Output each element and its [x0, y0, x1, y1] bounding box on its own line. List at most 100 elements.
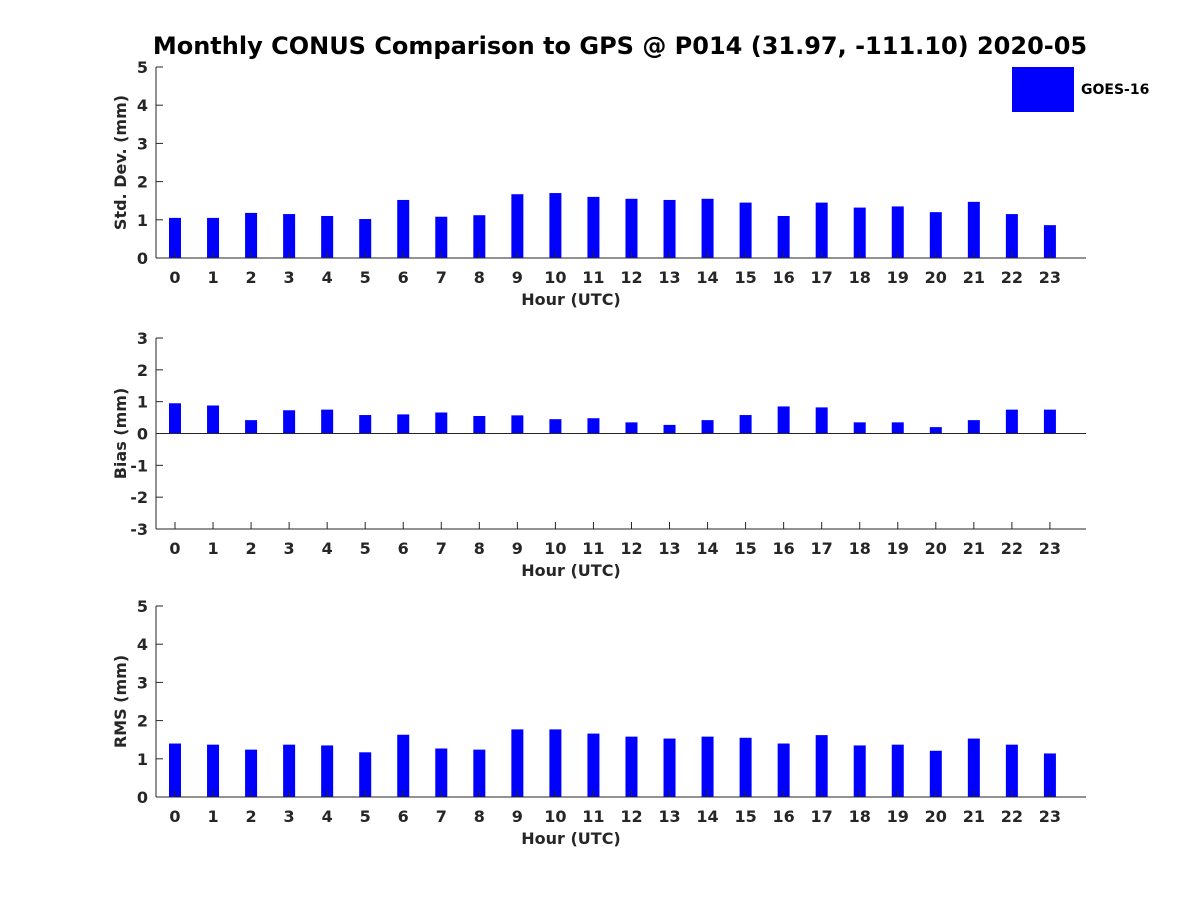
x-tick-label-panel2-16: 16 [773, 807, 795, 826]
y-tick-label-panel0-0: 0 [137, 249, 148, 268]
y-tick-label-panel0-1: 1 [137, 211, 148, 230]
x-tick-label-panel1-17: 17 [811, 539, 833, 558]
bar-panel2-hour-15 [739, 737, 752, 797]
x-tick-label-panel1-12: 12 [620, 539, 642, 558]
bar-panel0-hour-8 [473, 215, 486, 258]
bar-panel1-hour-16 [777, 406, 790, 434]
bar-panel1-hour-22 [1005, 409, 1018, 434]
x-tick-label-panel0-11: 11 [582, 268, 604, 287]
bar-panel2-hour-0 [169, 743, 181, 797]
y-tick-label-panel0-3: 3 [137, 134, 148, 153]
bar-panel0-hour-6 [397, 199, 410, 258]
x-tick-label-panel1-16: 16 [773, 539, 795, 558]
x-tick-label-panel2-5: 5 [360, 807, 371, 826]
bar-panel0-hour-11 [587, 196, 600, 258]
x-tick-label-panel1-3: 3 [284, 539, 295, 558]
x-tick-label-panel0-1: 1 [207, 268, 218, 287]
legend: GOES-16 [1012, 67, 1149, 112]
y-tick-label-panel1--3: -3 [130, 520, 148, 539]
bar-panel2-hour-7 [435, 748, 448, 797]
bar-panel0-hour-16 [777, 215, 790, 258]
bar-panel1-hour-1 [207, 405, 220, 434]
bar-panel0-hour-0 [169, 217, 181, 258]
bar-panel0-hour-23 [1043, 225, 1056, 258]
y-tick-label-panel1-3: 3 [137, 329, 148, 348]
y-tick-label-panel1-1: 1 [137, 393, 148, 412]
x-tick-label-panel2-23: 23 [1039, 807, 1061, 826]
x-tick-label-panel0-12: 12 [620, 268, 642, 287]
bar-panel2-hour-5 [359, 752, 372, 797]
bar-panel1-hour-5 [359, 415, 372, 434]
x-tick-label-panel0-19: 19 [887, 268, 909, 287]
bar-panel1-hour-2 [245, 420, 258, 434]
bar-panel2-hour-3 [283, 744, 296, 797]
x-tick-label-panel0-20: 20 [925, 268, 947, 287]
bar-panel2-hour-20 [929, 750, 942, 797]
bar-panel0-hour-2 [245, 212, 258, 258]
bar-panel1-hour-15 [739, 415, 752, 434]
x-tick-label-panel0-6: 6 [398, 268, 409, 287]
bar-panel1-hour-3 [283, 410, 296, 434]
x-axis-label-panel-1: Hour (UTC) [521, 561, 621, 580]
y-tick-label-panel1--2: -2 [130, 488, 148, 507]
bar-panel0-hour-22 [1005, 214, 1018, 258]
bar-panel1-hour-6 [397, 414, 410, 434]
bar-panel2-hour-16 [777, 743, 790, 797]
bar-panel0-hour-15 [739, 202, 752, 258]
x-tick-label-panel0-23: 23 [1039, 268, 1061, 287]
bar-panel0-hour-3 [283, 214, 296, 258]
x-tick-label-panel1-1: 1 [207, 539, 218, 558]
y-tick-label-panel2-0: 0 [137, 788, 148, 807]
bar-panel1-hour-18 [853, 422, 866, 434]
bar-panel1-hour-23 [1043, 409, 1056, 434]
y-tick-label-panel1--1: -1 [130, 456, 148, 475]
x-tick-label-panel0-8: 8 [474, 268, 485, 287]
bar-panel2-hour-19 [891, 744, 904, 797]
x-tick-label-panel2-13: 13 [658, 807, 680, 826]
bar-panel1-hour-11 [587, 418, 600, 434]
x-tick-label-panel1-9: 9 [512, 539, 523, 558]
x-tick-label-panel2-17: 17 [811, 807, 833, 826]
x-tick-label-panel2-7: 7 [436, 807, 447, 826]
bar-panel0-hour-18 [853, 207, 866, 258]
bar-panel2-hour-10 [549, 729, 562, 797]
x-tick-label-panel1-7: 7 [436, 539, 447, 558]
x-tick-label-panel1-10: 10 [544, 539, 566, 558]
x-tick-label-panel2-11: 11 [582, 807, 604, 826]
x-tick-label-panel0-16: 16 [773, 268, 795, 287]
x-tick-label-panel1-2: 2 [246, 539, 257, 558]
bar-panel2-hour-23 [1043, 753, 1056, 797]
bar-panel1-hour-14 [701, 420, 714, 434]
bar-panel0-hour-19 [891, 206, 904, 258]
legend-swatch-goes-16 [1012, 67, 1074, 112]
x-tick-label-panel1-8: 8 [474, 539, 485, 558]
x-tick-label-panel2-9: 9 [512, 807, 523, 826]
x-tick-label-panel2-0: 0 [169, 807, 180, 826]
x-tick-label-panel0-4: 4 [322, 268, 333, 287]
y-tick-label-panel2-2: 2 [137, 712, 148, 731]
bar-panel2-hour-22 [1005, 744, 1018, 797]
bar-panel2-hour-11 [587, 733, 600, 797]
y-tick-label-panel0-5: 5 [137, 58, 148, 77]
bar-panel2-hour-2 [245, 749, 258, 797]
bar-panel0-hour-20 [929, 212, 942, 258]
x-tick-label-panel0-14: 14 [696, 268, 718, 287]
x-tick-label-panel2-21: 21 [963, 807, 985, 826]
bar-panel2-hour-6 [397, 734, 410, 797]
x-tick-label-panel0-9: 9 [512, 268, 523, 287]
x-tick-label-panel0-18: 18 [849, 268, 871, 287]
x-tick-label-panel2-8: 8 [474, 807, 485, 826]
x-tick-label-panel1-20: 20 [925, 539, 947, 558]
bar-panel0-hour-9 [511, 194, 524, 258]
bar-panel1-hour-21 [967, 420, 980, 434]
bar-panel1-hour-19 [891, 422, 904, 434]
y-tick-label-panel2-5: 5 [137, 597, 148, 616]
x-axis-label-panel-2: Hour (UTC) [521, 829, 621, 848]
bar-panel2-hour-4 [321, 745, 334, 797]
bar-panel1-hour-8 [473, 415, 486, 434]
